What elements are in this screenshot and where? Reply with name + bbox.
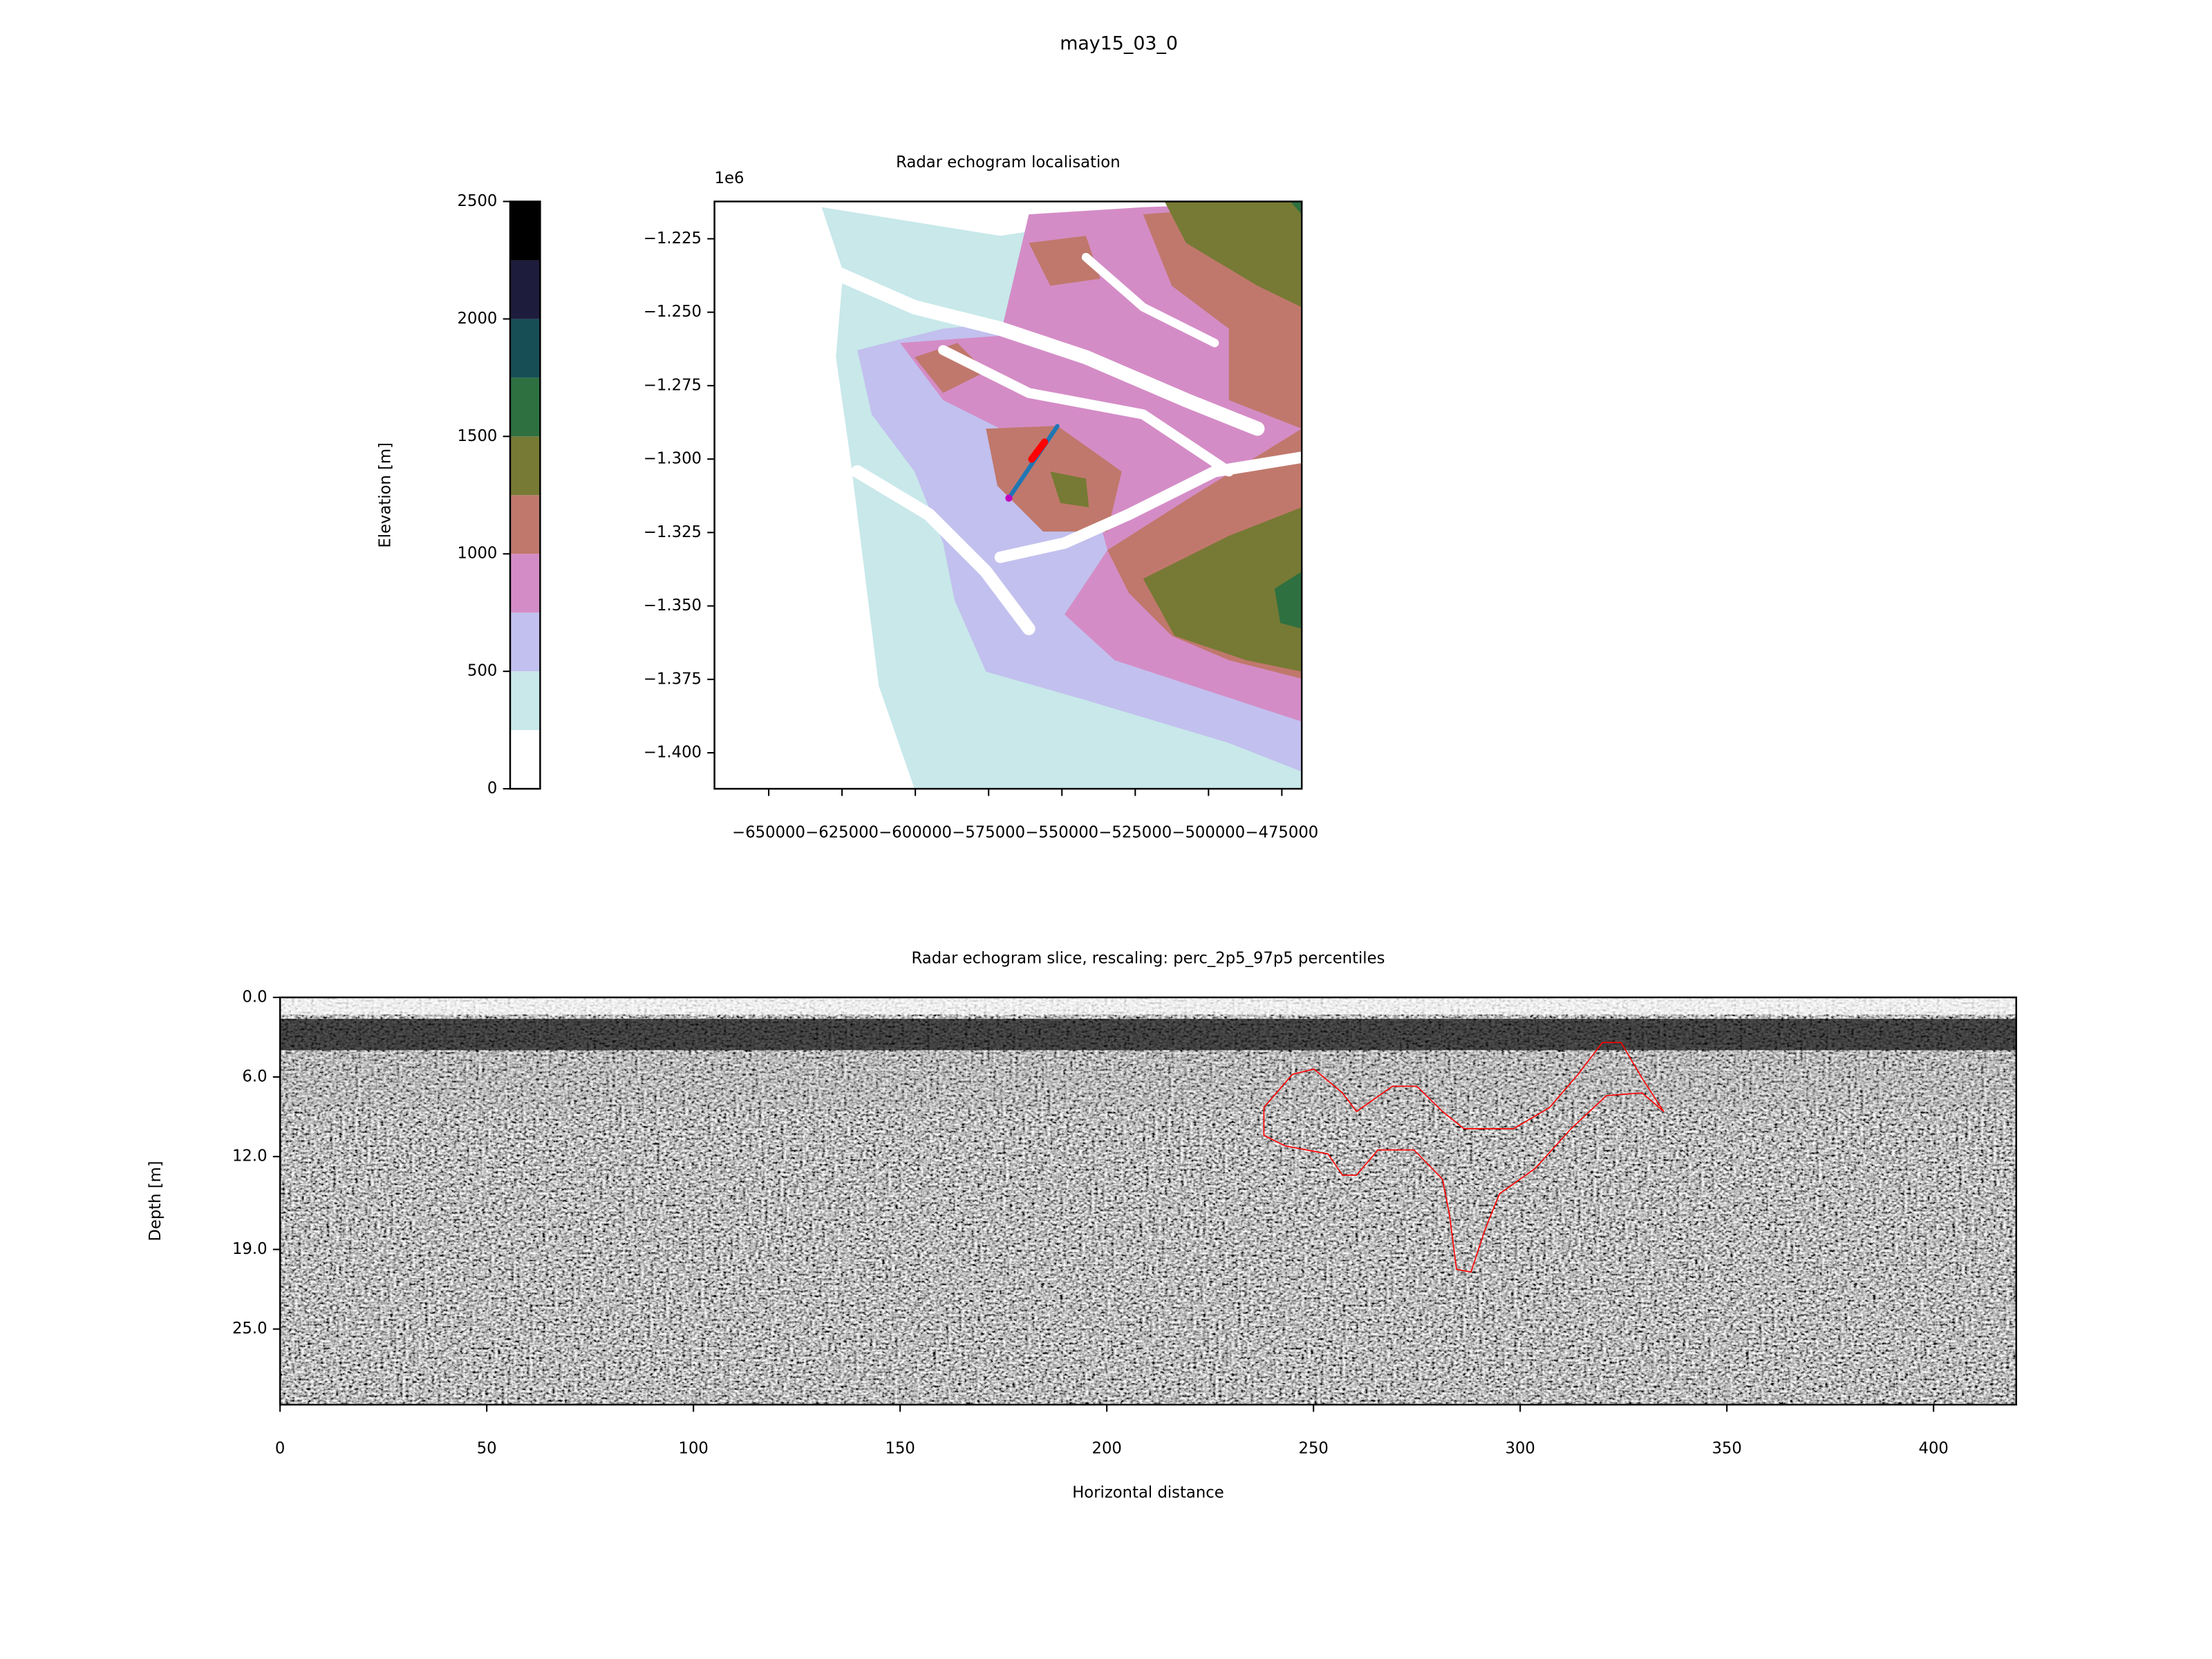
- y-tick-label: 19.0: [232, 1240, 268, 1258]
- color-segment: [509, 260, 541, 319]
- y-axis-label: Depth [m]: [147, 1161, 165, 1241]
- color-segment: [509, 319, 541, 378]
- x-tick-label: 100: [678, 1440, 708, 1458]
- x-tick-label: 300: [1506, 1440, 1535, 1458]
- figure-title: may15_03_0: [1060, 33, 1178, 55]
- y-tick-label: 1500: [458, 427, 498, 445]
- y-tick-label: 2000: [458, 310, 498, 328]
- y-tick-label: −1.250: [644, 303, 702, 321]
- y-tick-label: 6.0: [242, 1068, 267, 1086]
- x-axis-label: Horizontal distance: [1072, 1484, 1224, 1502]
- y-tick-label: −1.350: [644, 597, 702, 615]
- color-segment: [509, 554, 541, 613]
- x-tick-label: −500000: [1172, 824, 1245, 842]
- color-segment: [509, 377, 541, 437]
- axes-frame: [279, 996, 2018, 1406]
- y-tick-label: 2500: [458, 192, 498, 210]
- axes-title: Radar echogram slice, rescaling: perc_2p…: [912, 950, 1385, 968]
- axes-frame: [509, 200, 541, 790]
- y-tick-label: 0.0: [242, 988, 267, 1006]
- x-tick-label: 400: [1919, 1440, 1949, 1458]
- axes-frame: [713, 200, 1303, 790]
- line: [1028, 438, 1049, 463]
- y-tick-label: −1.300: [644, 450, 702, 468]
- echogram: [280, 997, 2016, 1405]
- y-tick-label: −1.400: [644, 744, 702, 762]
- y-tick-label: −1.375: [644, 670, 702, 688]
- x-tick-label: −475000: [1245, 824, 1318, 842]
- color-segment: [509, 495, 541, 554]
- x-tick-label: 50: [477, 1440, 497, 1458]
- color-segment: [509, 612, 541, 672]
- color-segment: [509, 730, 541, 789]
- point: [1005, 494, 1013, 502]
- x-tick-label: 200: [1091, 1440, 1121, 1458]
- axes-title: Radar echogram localisation: [896, 153, 1120, 171]
- y-tick-label: 0: [487, 780, 497, 798]
- color-segment: [509, 436, 541, 496]
- y-tick-label: −1.225: [644, 229, 702, 247]
- x-tick-label: 350: [1712, 1440, 1742, 1458]
- y-axis-label: Elevation [m]: [377, 442, 395, 548]
- y-tick-label: 12.0: [232, 1147, 268, 1165]
- y-tick-label: −1.275: [644, 376, 702, 394]
- x-tick-label: −575000: [952, 824, 1025, 842]
- x-tick-label: 250: [1298, 1440, 1328, 1458]
- x-tick-label: −525000: [1098, 824, 1172, 842]
- y-tick-label: −1.325: [644, 523, 702, 541]
- color-segment: [509, 201, 541, 261]
- y-tick-label: 25.0: [232, 1320, 268, 1338]
- y-tick-label: 1000: [458, 545, 498, 563]
- x-tick-label: −625000: [805, 824, 879, 842]
- line: [1263, 1042, 1665, 1273]
- color-segment: [509, 671, 541, 731]
- y-tick-label: 500: [467, 662, 497, 680]
- x-tick-label: −600000: [879, 824, 952, 842]
- x-tick-label: −550000: [1025, 824, 1098, 842]
- terrain-map: [714, 201, 1302, 789]
- x-tick-label: −650000: [732, 824, 805, 842]
- x-tick-label: 150: [885, 1440, 915, 1458]
- y-offset-label: 1e6: [715, 169, 744, 187]
- x-tick-label: 0: [275, 1440, 285, 1458]
